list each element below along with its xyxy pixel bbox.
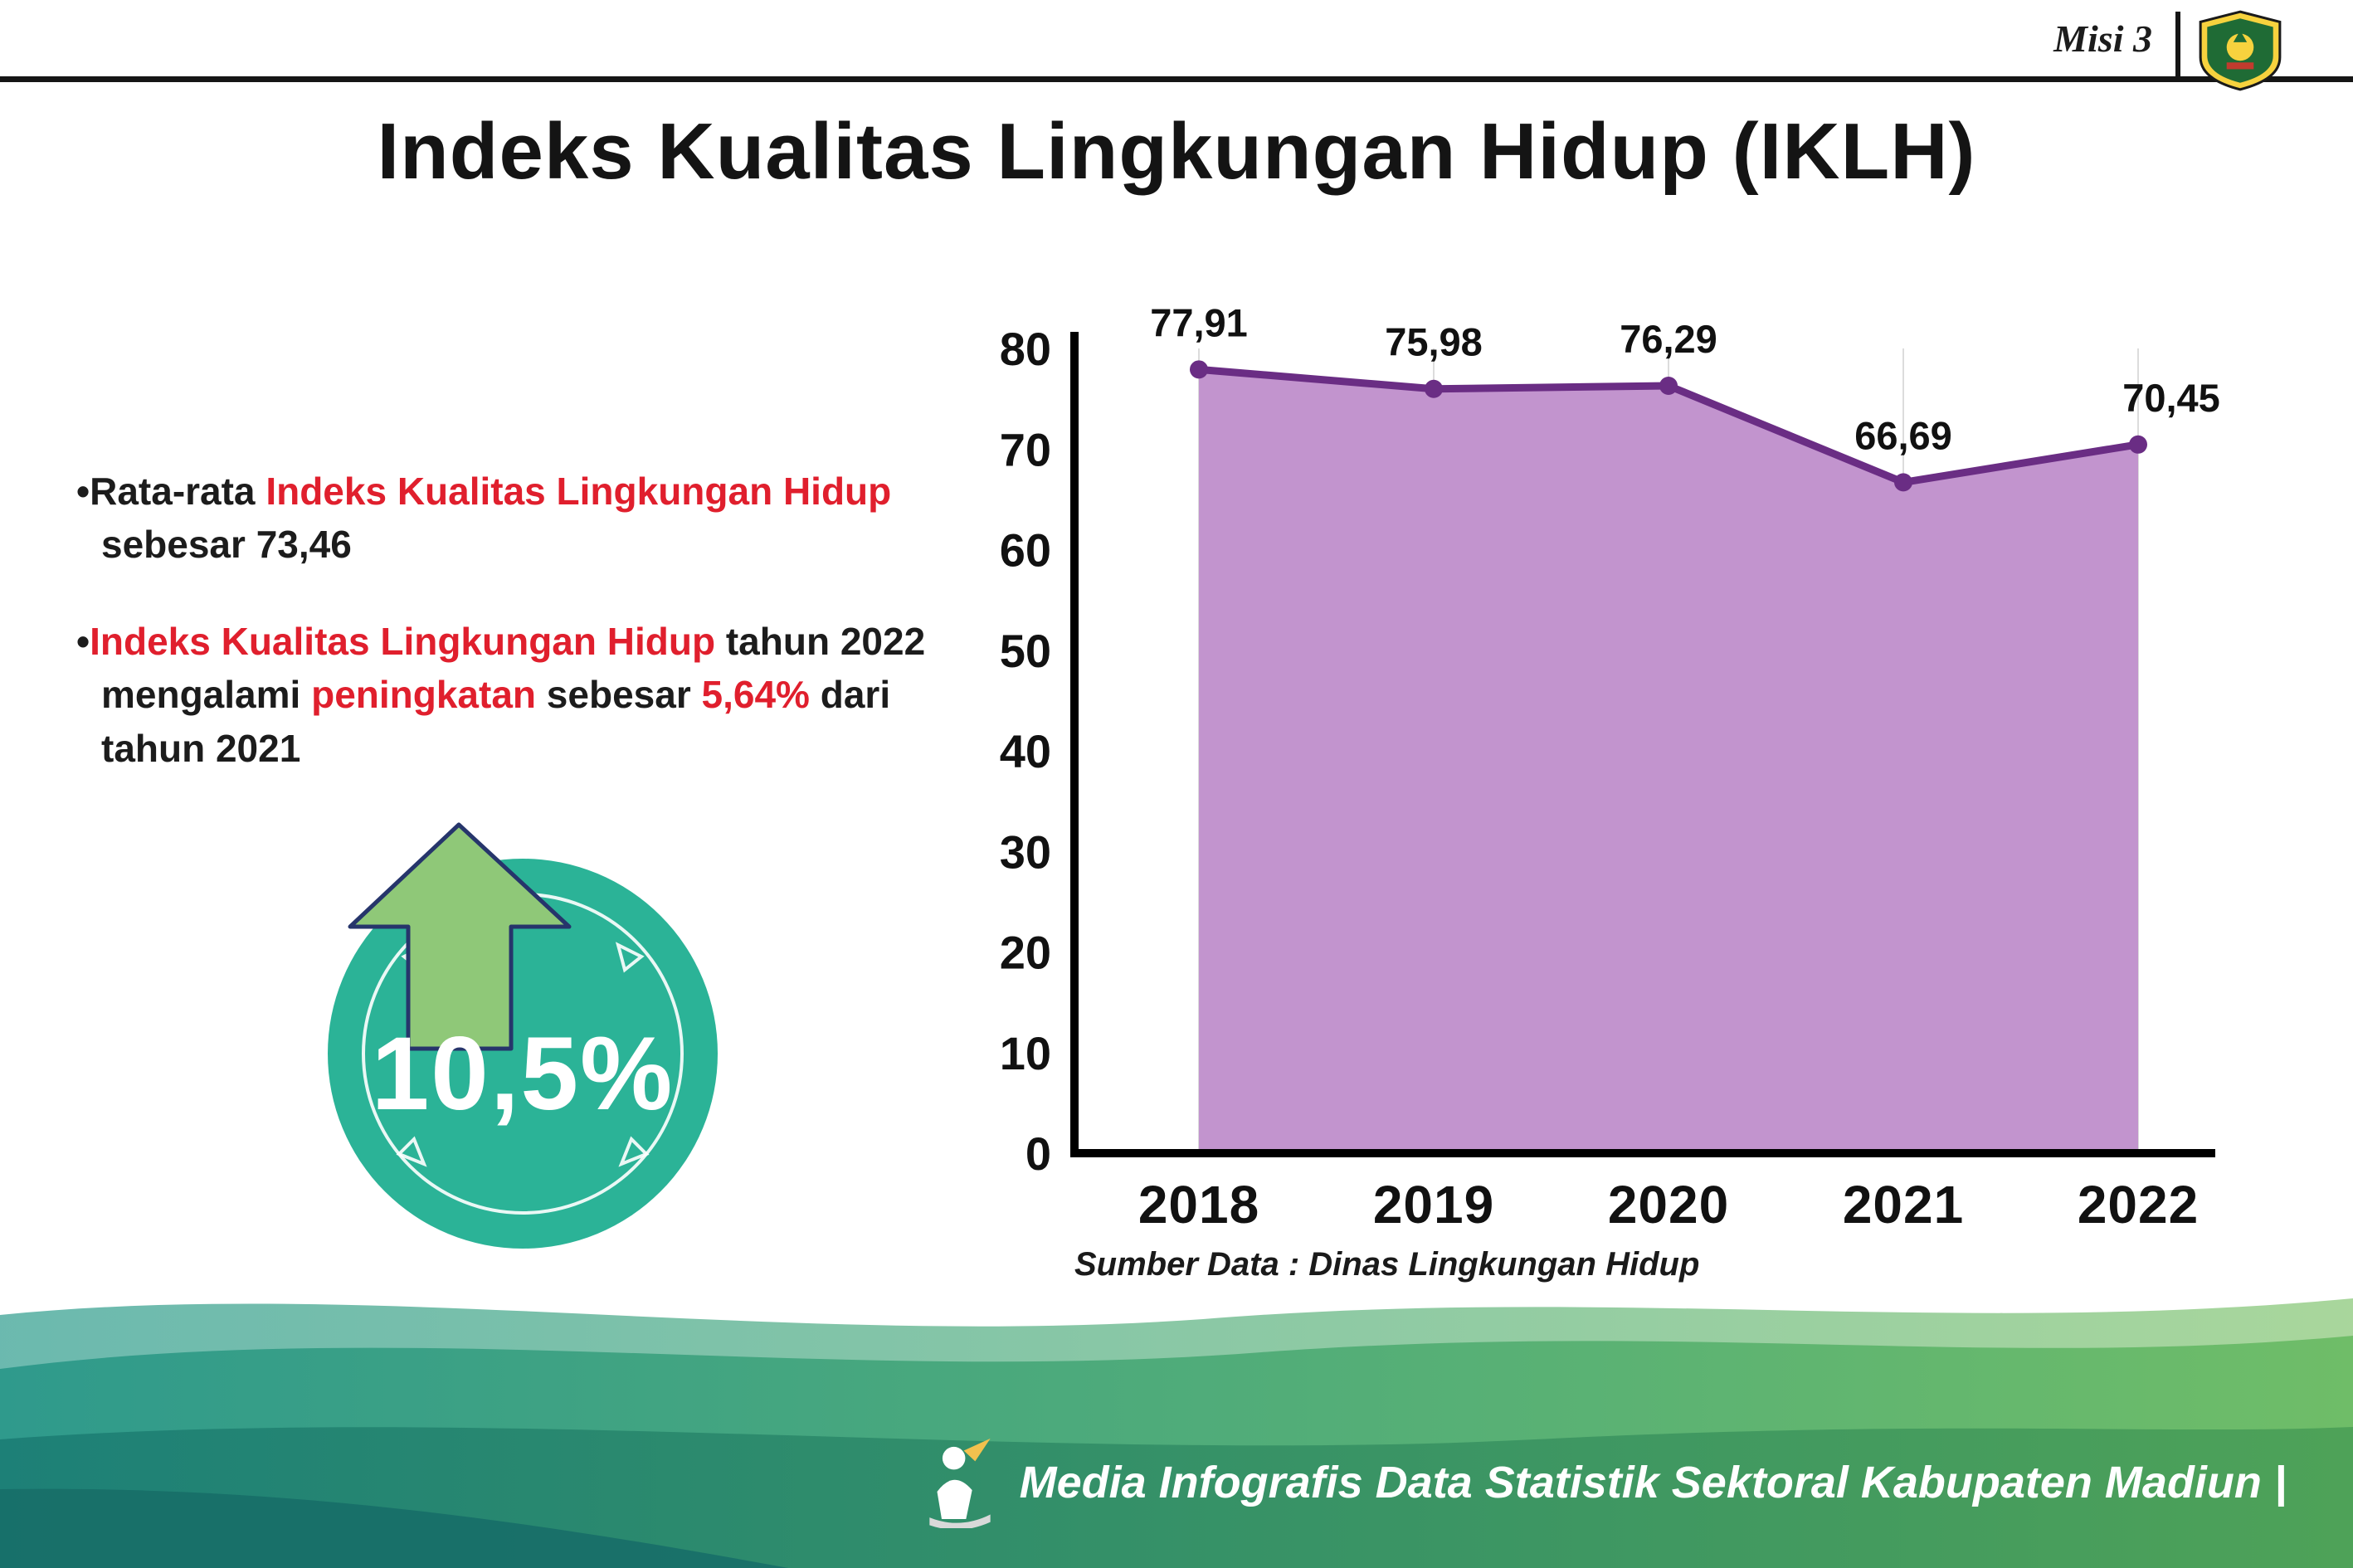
value-label: 70,45 (2122, 376, 2220, 420)
footer-bar: Media Infografis Data Statistik Sektoral… (922, 1437, 2287, 1528)
bullet-marker: • (76, 470, 90, 513)
bullet-item-increase: •Indeks Kualitas Lingkungan Hidup tahun … (76, 615, 972, 775)
data-source-note: Sumber Data : Dinas Lingkungan Hidup (1074, 1246, 1700, 1283)
x-tick-label: 2018 (1138, 1175, 1259, 1234)
bullet-text-segment: 5,64% (701, 673, 810, 717)
iklh-area-chart: 77,91 75,98 76,29 66,69 70,45 0 10 20 30 40 50 60 70… (1000, 300, 2220, 1234)
ring-triangle-icon (618, 1136, 650, 1167)
page-title: Indeks Kualitas Lingkungan Hidup (IKLH) (377, 107, 1976, 196)
data-point (2129, 435, 2147, 454)
ring-triangle-icon (615, 942, 645, 973)
value-label: 76,29 (1620, 317, 1717, 361)
y-tick-label: 10 (1000, 1027, 1051, 1079)
percentage-badge-value: 10,5% (371, 1016, 675, 1132)
x-tick-label: 2022 (2078, 1175, 2199, 1234)
y-tick-label: 70 (1000, 423, 1051, 475)
y-tick-label: 80 (1000, 323, 1051, 375)
x-tick-label: 2021 (1843, 1175, 1964, 1234)
kabupaten-madiun-logo (2194, 8, 2287, 93)
summary-bullets: •Rata-rata Indeks Kualitas Lingkungan Hi… (76, 465, 972, 818)
data-point (1659, 376, 1678, 395)
data-point (1425, 379, 1443, 398)
wave-band-dark (0, 1427, 2353, 1568)
footer-waves (0, 1298, 2353, 1568)
value-label: 66,69 (1854, 413, 1952, 457)
value-label: 75,98 (1385, 320, 1483, 364)
y-tick-label: 20 (1000, 927, 1051, 979)
crest-icon (2199, 10, 2282, 91)
area-fill (1199, 369, 2138, 1153)
bullet-text-segment: sebesar 73,46 (101, 523, 352, 567)
bullet-text-segment: Indeks Kualitas Lingkungan Hidup (266, 470, 892, 513)
y-tick-label: 0 (1025, 1127, 1051, 1180)
bullet-text-segment: dari tahun 2021 (101, 673, 891, 770)
data-point (1894, 473, 1912, 492)
increase-arrow-icon (348, 822, 572, 1051)
y-tick-label: 30 (1000, 825, 1051, 878)
bullet-text-segment: tahun 2022 mengalami (101, 619, 926, 717)
bullet-marker: • (76, 619, 90, 663)
x-tick-label: 2020 (1608, 1175, 1729, 1234)
bullet-item-average: •Rata-rata Indeks Kualitas Lingkungan Hi… (76, 465, 972, 572)
data-point (1190, 360, 1208, 379)
bullet-text-segment: Rata-rata (90, 470, 266, 513)
bullet-text-segment: sebesar (536, 673, 702, 717)
x-tick-label: 2019 (1373, 1175, 1494, 1234)
logo-frame-line (2175, 12, 2180, 82)
wave-sliver (0, 1488, 788, 1568)
bullet-text-segment: peningkatan (311, 673, 537, 717)
header-divider (0, 76, 2353, 82)
bullet-text-segment: Indeks Kualitas Lingkungan Hidup (90, 619, 716, 663)
mascot-icon (928, 1438, 991, 1528)
y-tick-label: 60 (1000, 524, 1051, 577)
footer-caption: Media Infografis Data Statistik Sektoral… (1019, 1458, 2287, 1507)
value-label: 77,91 (1150, 300, 1248, 344)
ring-triangle-icon (396, 1136, 427, 1167)
y-tick-label: 40 (1000, 725, 1051, 777)
y-tick-label: 50 (1000, 625, 1051, 677)
misi-label: Misi 3 (2053, 17, 2152, 60)
